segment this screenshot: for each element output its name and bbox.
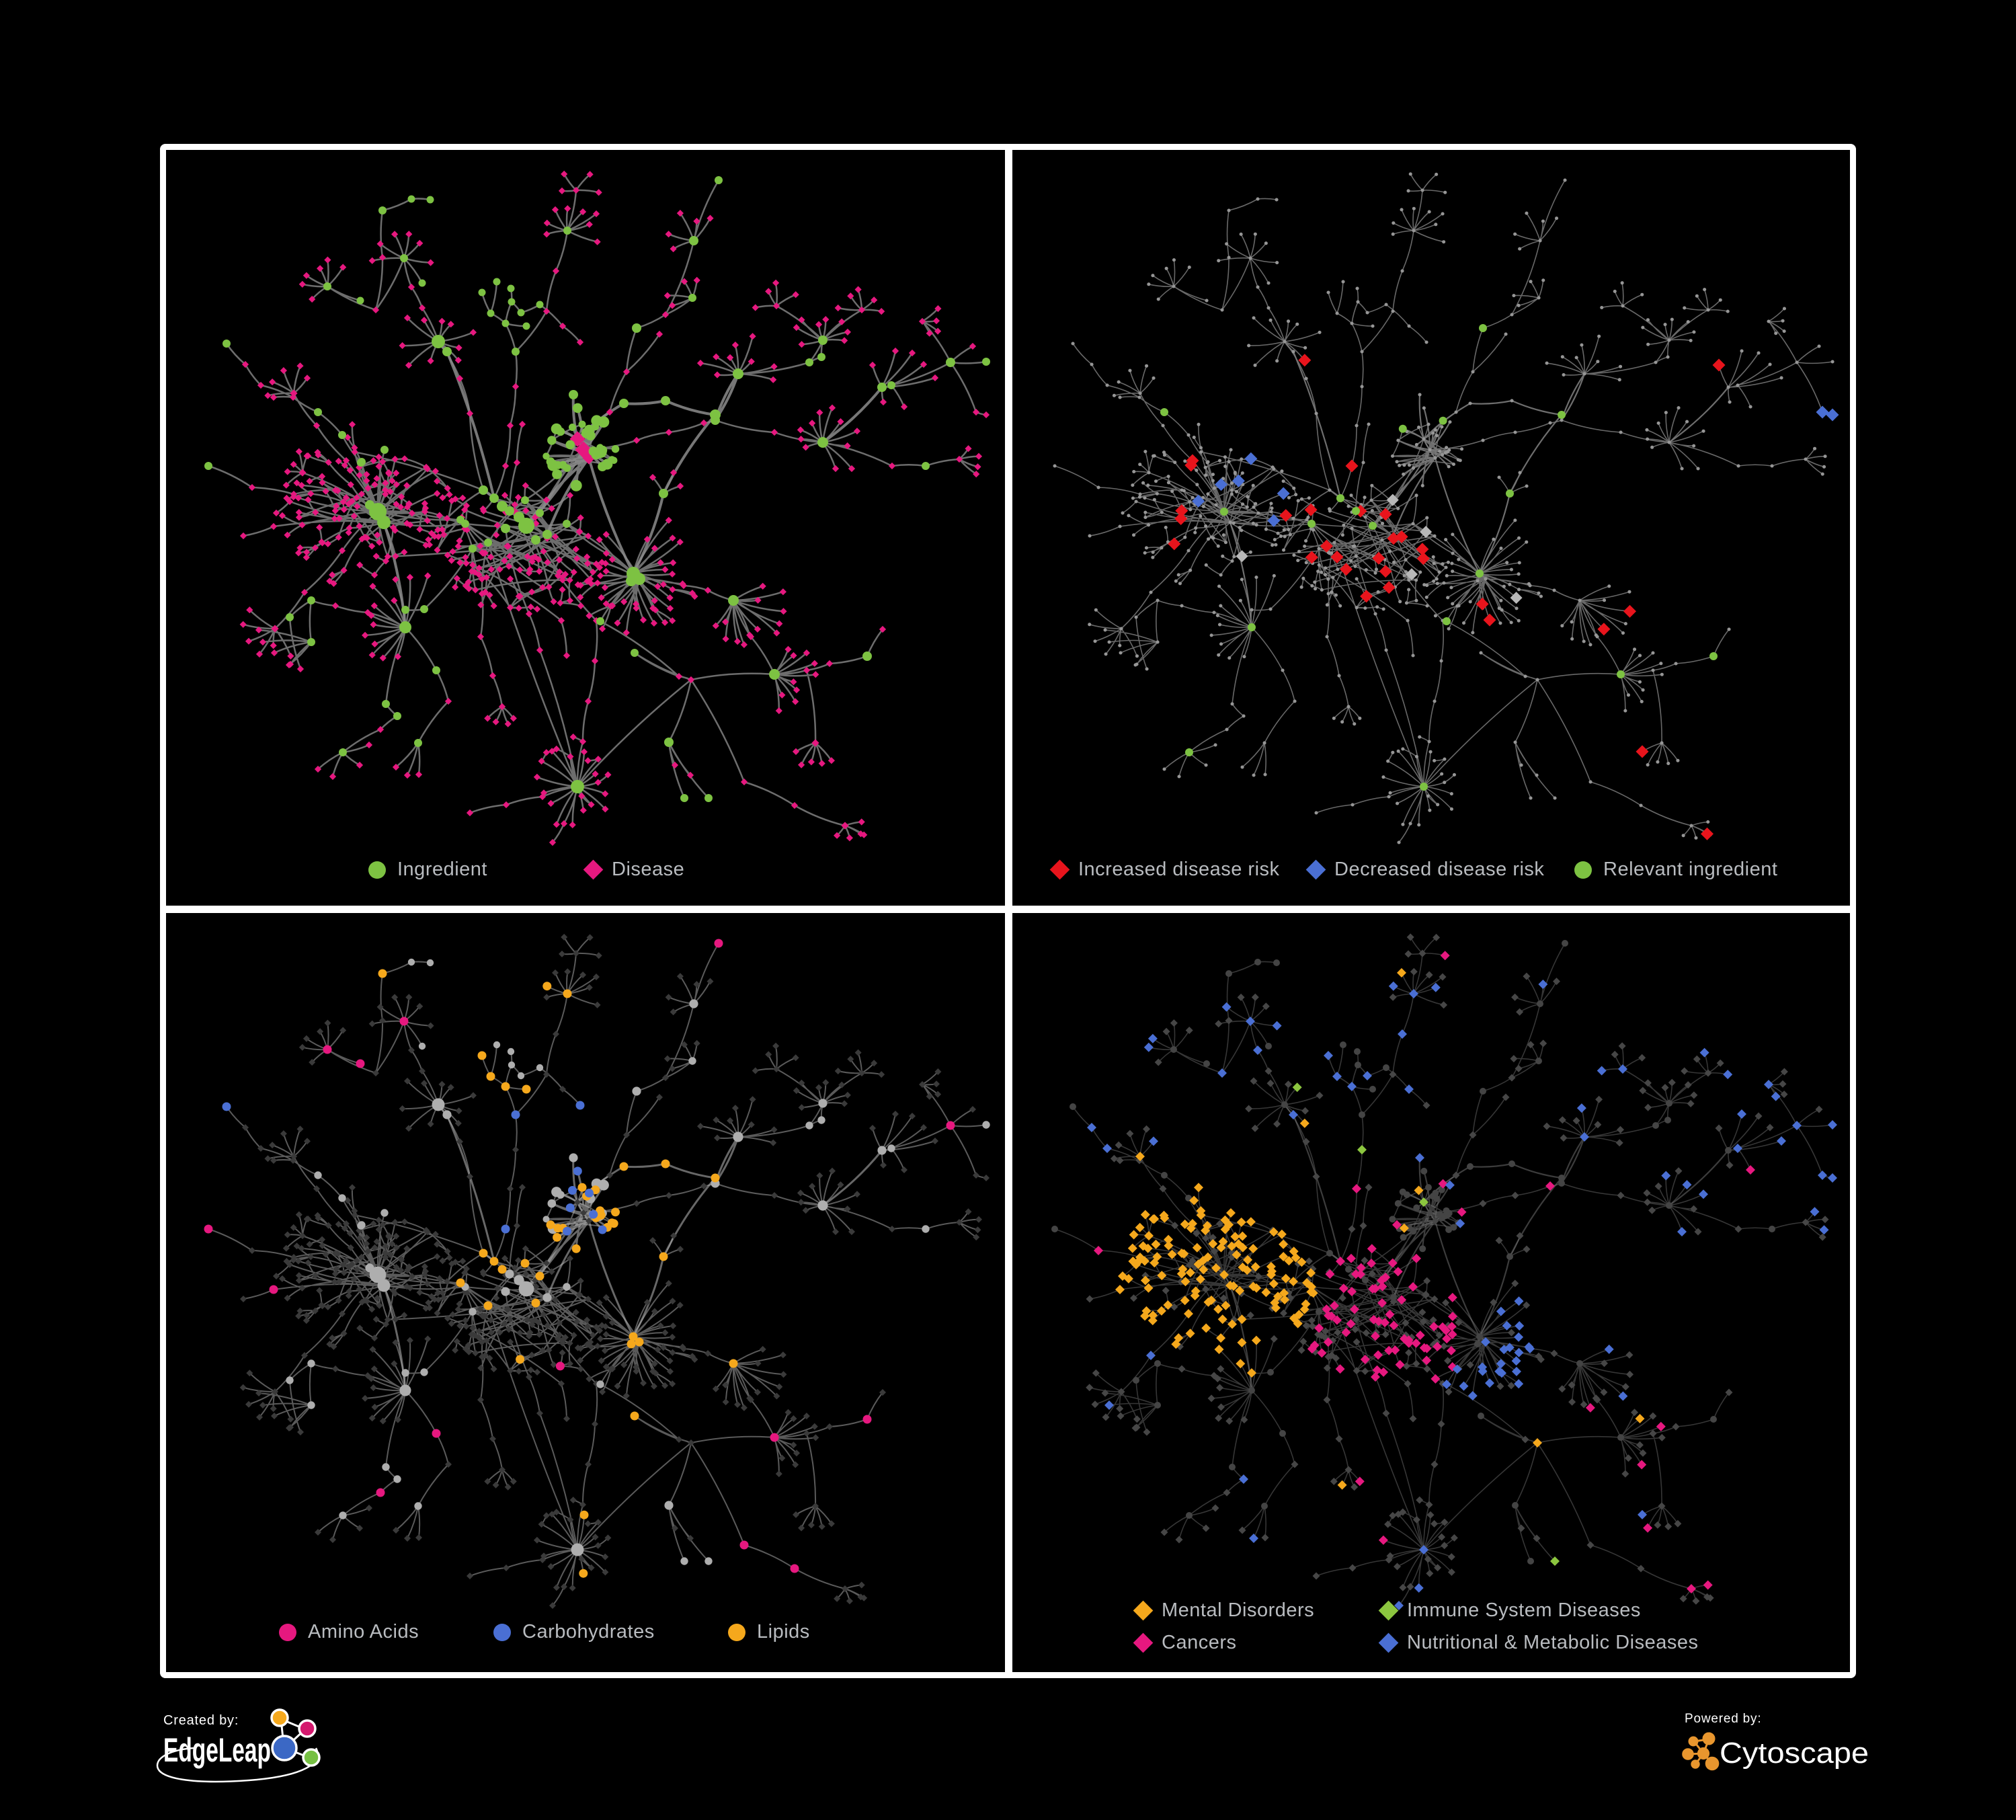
svg-text:Cytoscape: Cytoscape xyxy=(1720,1737,1869,1770)
